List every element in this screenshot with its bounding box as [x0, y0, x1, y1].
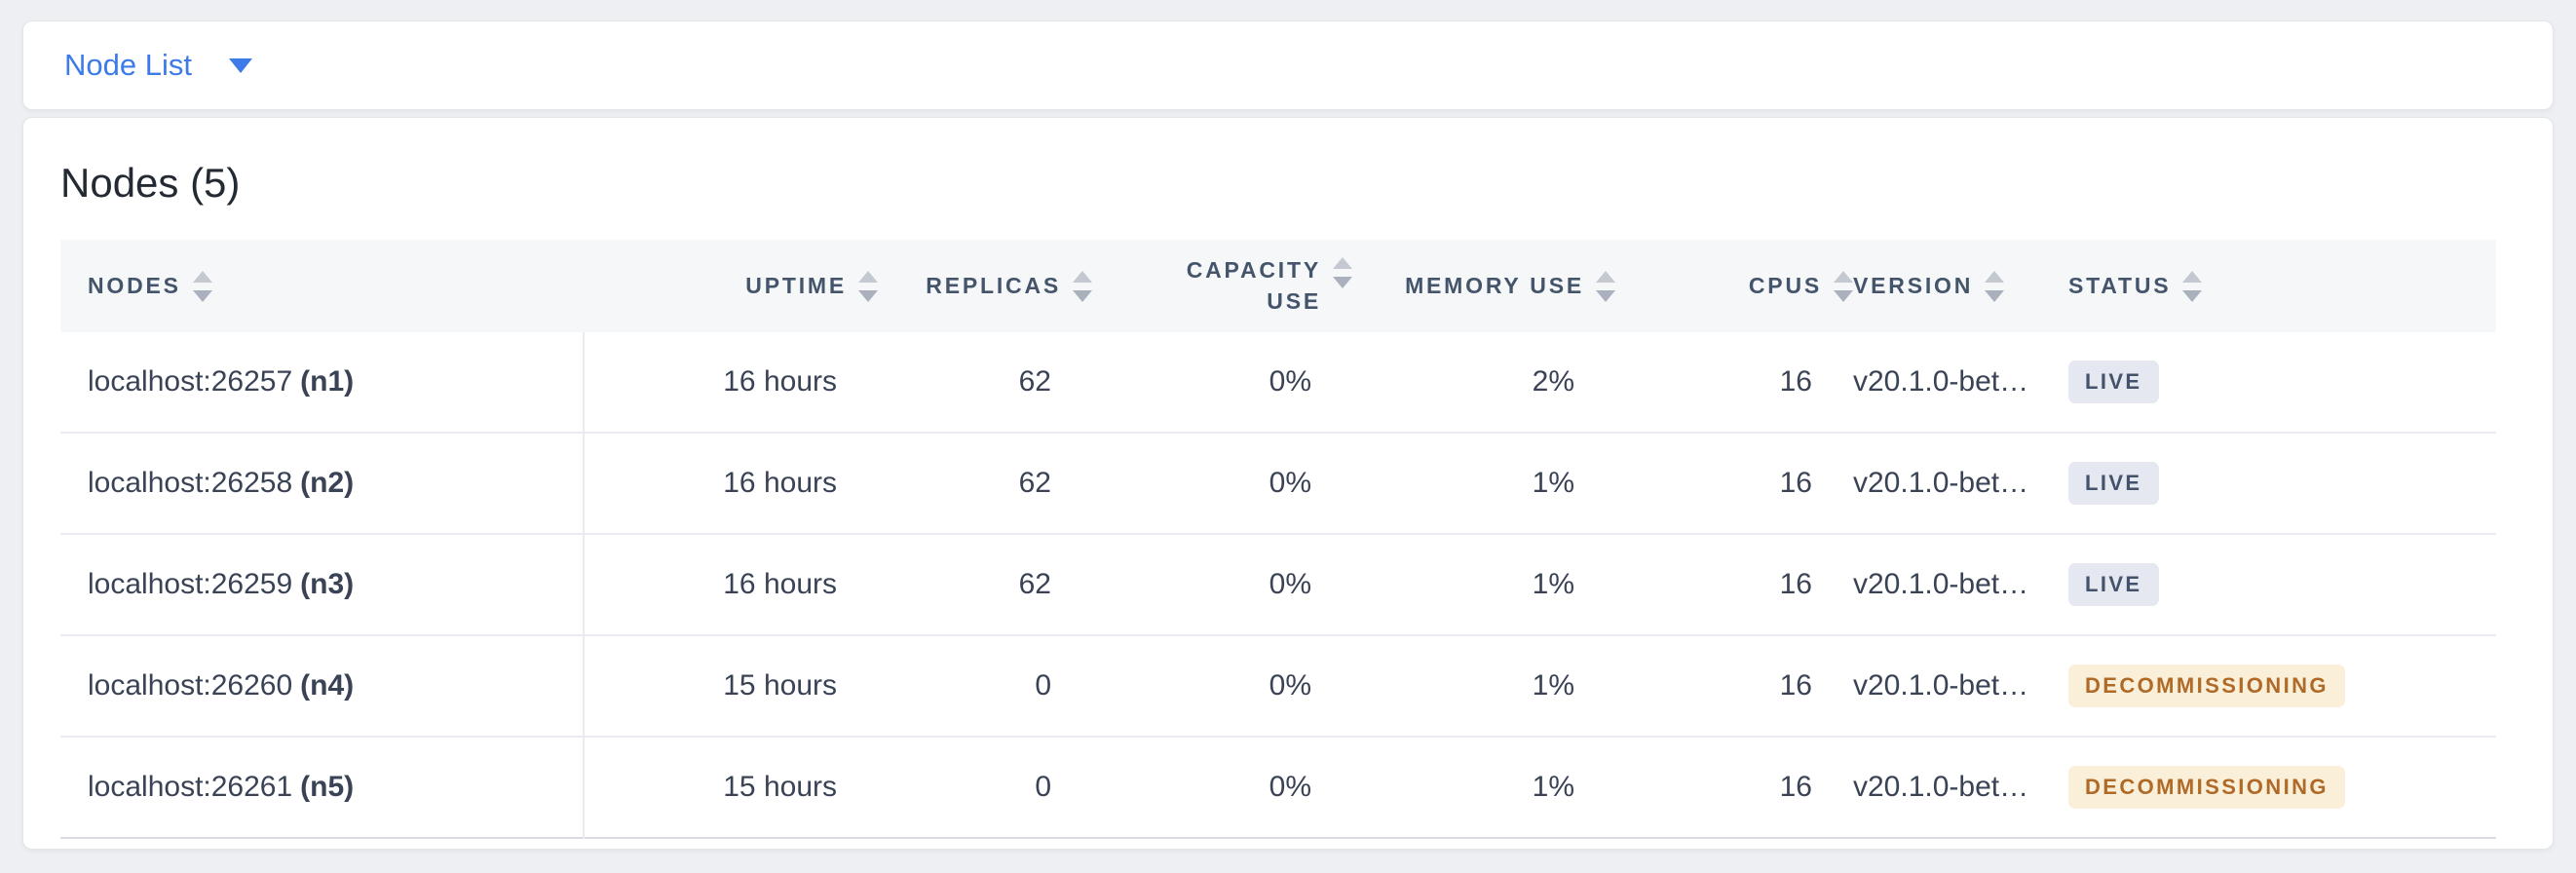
table-row[interactable]: localhost:26257 (n1) 16 hours 62 0% 2% 1…: [60, 332, 2496, 434]
view-selector-label: Node List: [64, 48, 192, 82]
node-address: localhost:26257: [88, 365, 293, 398]
replicas-cell: 62: [1018, 365, 1051, 398]
capacity-use-cell: 0%: [1269, 365, 1311, 398]
node-address-cell[interactable]: localhost:26261 (n5): [60, 738, 583, 837]
version-cell: v20.1.0-bet…: [1853, 669, 2029, 702]
column-divider: [583, 332, 585, 839]
cpus-cell: 16: [1779, 669, 1812, 702]
uptime-cell: 16 hours: [723, 365, 837, 398]
sort-icon: [1596, 270, 1615, 302]
node-table: NODES UPTIME REPLICAS CAPACITY USE MEMOR…: [23, 240, 2553, 839]
table-body: localhost:26257 (n1) 16 hours 62 0% 2% 1…: [60, 332, 2496, 839]
cpus-cell: 16: [1779, 568, 1812, 600]
view-selector-bar: Node List: [22, 20, 2554, 110]
replicas-cell: 0: [1035, 669, 1051, 702]
column-header-capacity-use[interactable]: CAPACITY USE: [1092, 240, 1352, 332]
sort-icon: [1073, 270, 1092, 302]
status-badge: LIVE: [2068, 563, 2159, 606]
version-cell: v20.1.0-bet…: [1853, 365, 2029, 398]
capacity-use-cell: 0%: [1269, 568, 1311, 600]
status-cell: DECOMMISSIONING: [2053, 738, 2498, 837]
uptime-cell: 15 hours: [723, 771, 837, 803]
sort-icon: [1333, 257, 1352, 288]
table-row[interactable]: localhost:26258 (n2) 16 hours 62 0% 1% 1…: [60, 434, 2496, 535]
version-cell: v20.1.0-bet…: [1853, 568, 2029, 600]
version-cell: v20.1.0-bet…: [1853, 467, 2029, 499]
sort-icon: [2182, 270, 2203, 302]
cpus-cell: 16: [1779, 365, 1812, 398]
memory-use-cell: 1%: [1532, 467, 1574, 499]
sort-icon: [192, 270, 212, 302]
column-header-memory-use[interactable]: MEMORY USE: [1352, 240, 1615, 332]
status-badge: LIVE: [2068, 462, 2159, 505]
table-row[interactable]: localhost:26259 (n3) 16 hours 62 0% 1% 1…: [60, 535, 2496, 636]
page-title: Nodes (5): [60, 160, 241, 206]
status-cell: DECOMMISSIONING: [2053, 636, 2498, 736]
column-header-version[interactable]: VERSION: [1853, 240, 2053, 332]
status-badge: DECOMMISSIONING: [2068, 766, 2345, 809]
sort-icon: [1834, 270, 1853, 302]
node-address-cell[interactable]: localhost:26260 (n4): [60, 636, 583, 736]
node-address-cell[interactable]: localhost:26259 (n3): [60, 535, 583, 634]
sort-icon: [858, 270, 878, 302]
replicas-cell: 0: [1035, 771, 1051, 803]
uptime-cell: 16 hours: [723, 568, 837, 600]
status-cell: LIVE: [2053, 332, 2498, 432]
node-address-cell[interactable]: localhost:26257 (n1): [60, 332, 583, 432]
replicas-cell: 62: [1018, 568, 1051, 600]
nodes-card: Nodes (5) NODES UPTIME REPLICAS CAPACITY…: [22, 117, 2554, 850]
status-cell: LIVE: [2053, 434, 2498, 533]
column-header-replicas[interactable]: REPLICAS: [878, 240, 1092, 332]
version-cell: v20.1.0-bet…: [1853, 771, 2029, 803]
node-address: localhost:26261: [88, 771, 293, 803]
sort-icon: [1985, 270, 2005, 302]
uptime-cell: 15 hours: [723, 669, 837, 702]
node-id: (n3): [300, 568, 355, 600]
memory-use-cell: 1%: [1532, 669, 1574, 702]
node-id: (n1): [300, 365, 355, 398]
column-header-nodes[interactable]: NODES: [60, 240, 583, 332]
cpus-cell: 16: [1779, 467, 1812, 499]
capacity-use-cell: 0%: [1269, 467, 1311, 499]
node-id: (n2): [300, 467, 355, 499]
node-address: localhost:26260: [88, 669, 293, 702]
status-badge: DECOMMISSIONING: [2068, 664, 2345, 707]
table-row[interactable]: localhost:26260 (n4) 15 hours 0 0% 1% 16…: [60, 636, 2496, 738]
chevron-down-icon: [228, 57, 252, 73]
node-address-cell[interactable]: localhost:26258 (n2): [60, 434, 583, 533]
cpus-cell: 16: [1779, 771, 1812, 803]
view-selector-dropdown[interactable]: Node List: [64, 48, 252, 83]
node-id: (n4): [300, 669, 355, 702]
status-badge: LIVE: [2068, 361, 2159, 403]
column-header-status[interactable]: STATUS: [2053, 240, 2498, 332]
capacity-use-cell: 0%: [1269, 669, 1311, 702]
table-header-row: NODES UPTIME REPLICAS CAPACITY USE MEMOR…: [60, 240, 2496, 332]
column-header-cpus[interactable]: CPUS: [1615, 240, 1853, 332]
node-address: localhost:26259: [88, 568, 293, 600]
column-header-uptime[interactable]: UPTIME: [583, 240, 878, 332]
uptime-cell: 16 hours: [723, 467, 837, 499]
node-id: (n5): [300, 771, 355, 803]
node-address: localhost:26258: [88, 467, 293, 499]
table-row[interactable]: localhost:26261 (n5) 15 hours 0 0% 1% 16…: [60, 738, 2496, 839]
memory-use-cell: 1%: [1532, 771, 1574, 803]
memory-use-cell: 2%: [1532, 365, 1574, 398]
replicas-cell: 62: [1018, 467, 1051, 499]
capacity-use-cell: 0%: [1269, 771, 1311, 803]
status-cell: LIVE: [2053, 535, 2498, 634]
memory-use-cell: 1%: [1532, 568, 1574, 600]
